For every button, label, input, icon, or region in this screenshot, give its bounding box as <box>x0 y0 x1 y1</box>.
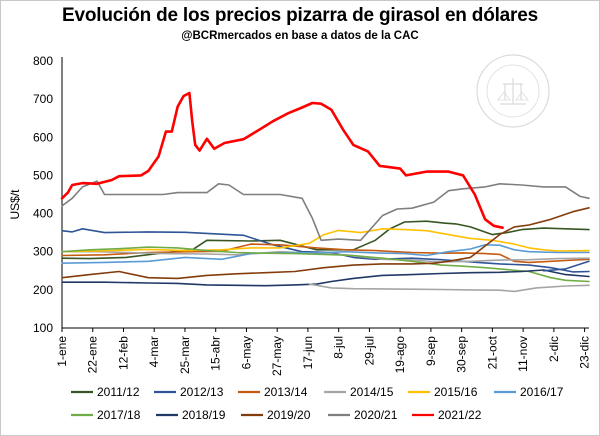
y-tick-label: 300 <box>33 245 53 259</box>
axes: 100 200 300 400 500 600 700 800 US$/t 1-ene 22-ene… <box>8 54 592 376</box>
x-tick-label: 4-mar <box>147 336 161 367</box>
y-tick-label: 400 <box>33 207 53 221</box>
chart-title: Evolución de los precios pizarra de gira… <box>62 5 538 26</box>
y-tick-label: 100 <box>33 321 53 335</box>
legend-label: 2017/18 <box>97 408 141 422</box>
x-tick-label: 29-jul <box>362 336 376 365</box>
x-tick-label: 21-oct <box>485 335 499 369</box>
legend-label: 2013/14 <box>264 385 308 399</box>
x-tick-label: 6-may <box>239 336 253 369</box>
y-tick-label: 200 <box>33 283 53 297</box>
series-line-2018-19 <box>61 269 590 287</box>
x-tick-label: 12-feb <box>116 336 130 370</box>
legend-label: 2012/13 <box>180 385 224 399</box>
legend-label: 2018/19 <box>182 408 226 422</box>
series-layer <box>60 91 590 293</box>
x-tick-label: 9-sep <box>424 336 438 366</box>
x-tick-label: 2-dic <box>547 336 561 362</box>
x-tick-label: 17-jun <box>301 336 315 369</box>
legend-label: 2020/21 <box>354 408 398 422</box>
legend-label: 2016/17 <box>520 385 564 399</box>
legend-label: 2014/15 <box>350 385 394 399</box>
x-tick-label: 23-dic <box>578 336 592 369</box>
chart-subtitle: @BCRmercados en base a datos de la CAC <box>181 30 419 42</box>
x-tick-label: 27-may <box>270 336 284 376</box>
x-tick-label: 30-sep <box>455 336 469 373</box>
legend: 2011/12 2012/13 2013/14 2014/15 2015/16 2016/… <box>71 385 564 422</box>
series-line-2016-17 <box>61 244 590 264</box>
y-axis-label: US$/t <box>8 189 22 220</box>
x-tick-label: 25-mar <box>178 336 192 374</box>
x-tick-label: 11-nov <box>516 336 530 372</box>
y-tick-label: 600 <box>33 130 53 144</box>
y-tick-label: 800 <box>33 54 53 68</box>
series-line-2013-14 <box>61 243 590 264</box>
series-line-2020-21 <box>61 180 590 242</box>
x-tick-label: 1-ene <box>55 336 69 367</box>
series-line-segment <box>542 260 590 272</box>
legend-label: 2019/20 <box>267 408 311 422</box>
legend-label: 2011/12 <box>97 385 140 399</box>
series-line-2019-20 <box>61 207 590 280</box>
series-line-segment <box>308 283 590 293</box>
legend-label: 2021/22 <box>438 408 482 422</box>
x-tick-label: 15-abr <box>209 336 223 371</box>
legend-label: 2015/16 <box>434 385 478 399</box>
y-tick-label: 700 <box>33 92 53 106</box>
y-tick-label: 500 <box>33 168 53 182</box>
x-tick-label: 8-jul <box>332 336 346 359</box>
x-tick-label: 19-ago <box>393 336 407 374</box>
seal-watermark <box>476 54 550 128</box>
x-tick-label: 22-ene <box>86 336 100 374</box>
series-line-2021-22 <box>60 91 504 229</box>
